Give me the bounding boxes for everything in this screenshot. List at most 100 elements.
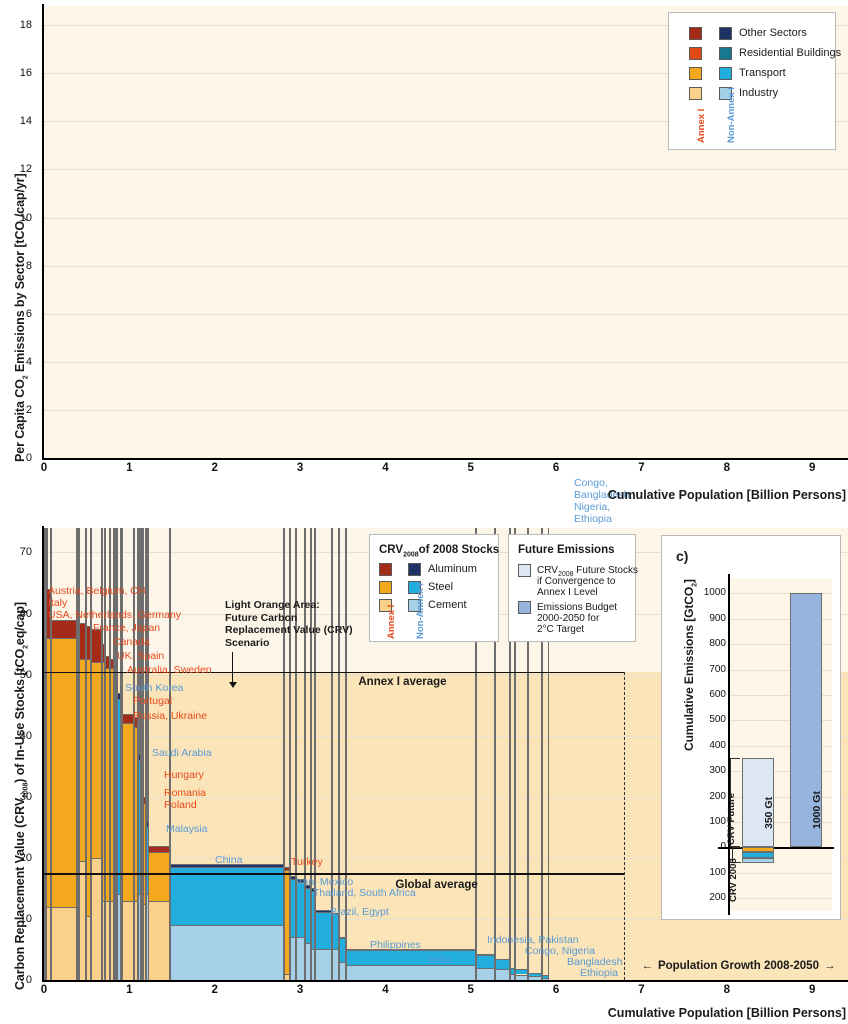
panel-b-segment-aluminum xyxy=(143,796,145,803)
panel-b-segment-aluminum xyxy=(284,867,290,871)
panel-b-segment-steel xyxy=(347,950,475,965)
panel-c-gridline xyxy=(730,669,832,671)
panel-b-annotation-line: Future Carbon xyxy=(225,611,298,624)
panel-a-legend-item-label: Industry xyxy=(739,87,779,99)
panel-b-segment-aluminum xyxy=(171,863,283,867)
panel-a-legend-swatch-annex1 xyxy=(689,67,702,80)
panel-b-xlabel: Cumulative Population [Billion Persons] xyxy=(607,1006,846,1020)
panel-b-segment-cement xyxy=(312,949,315,980)
panel-b-bar xyxy=(311,528,316,980)
panel-b-segment-aluminum xyxy=(510,967,515,969)
panel-a-gridline xyxy=(44,265,848,267)
panel-a-gridline xyxy=(44,25,848,27)
panel-b-segment-cement xyxy=(297,937,305,980)
panel-c-ytick: 400 xyxy=(709,739,726,751)
panel-c-ytick: 100 xyxy=(709,866,726,878)
panel-b-bar xyxy=(85,528,92,980)
panel-a-legend-item-label: Transport xyxy=(739,67,786,79)
panel-c-ylabel-post: ] xyxy=(682,579,696,584)
panel-b-xtick: 1 xyxy=(126,984,133,996)
panel-c-ytick-zero: 0 xyxy=(684,842,726,852)
panel-b-bar xyxy=(102,528,105,980)
panel-a-xtick: 0 xyxy=(40,462,48,474)
panel-b-future-legend-swatch xyxy=(518,601,531,614)
arrow-left-icon: ← xyxy=(641,959,653,972)
panel-b-country-label: Canada xyxy=(113,636,150,648)
panel-b-segment-aluminum xyxy=(92,628,102,663)
panel-b-bar xyxy=(78,528,86,980)
panel-b-future-legend-line: 2°C Target xyxy=(537,624,585,635)
panel-b-segment-cement xyxy=(105,900,110,980)
panel-b-segment-cement xyxy=(117,894,120,980)
panel-a-xtick: 8 xyxy=(723,462,730,474)
panel-b-segment-steel xyxy=(496,959,509,969)
panel-b-ytick: 10 xyxy=(19,912,32,925)
panel-b-country-label: Italy xyxy=(48,597,68,609)
panel-b-segment-aluminum xyxy=(103,644,104,663)
panel-a-legend-swatch-nonannex1 xyxy=(719,47,732,60)
panel-c-crv2008-segment xyxy=(742,847,774,852)
panel-b-bar xyxy=(110,528,115,980)
panel-b-gridline xyxy=(44,735,848,737)
panel-c-ytick: 500 xyxy=(709,714,726,726)
panel-b-bar xyxy=(515,528,529,980)
panel-b-segment-steel xyxy=(122,723,133,901)
panel-b-population-2008-dashed-line xyxy=(624,671,626,980)
panel-a-ytick: 0 xyxy=(25,452,32,464)
panel-b-segment-steel xyxy=(332,914,338,950)
panel-b-country-label: Romania xyxy=(164,787,207,799)
panel-b-global-average-label: Global average xyxy=(395,879,478,892)
panel-a-gridline xyxy=(44,121,848,123)
panel-b-bar xyxy=(290,528,297,980)
panel-b-segment-steel xyxy=(47,637,51,907)
panel-c-crv2008-label: CRV 2008 xyxy=(728,858,739,903)
panel-a-country-label: Congo, xyxy=(574,477,608,489)
panel-b-future-legend-line: Emissions Budget xyxy=(537,602,618,613)
panel-a-xtick: 6 xyxy=(552,462,560,474)
panel-b-segment-aluminum xyxy=(516,969,528,970)
panel-b-segment-aluminum xyxy=(332,912,338,915)
panel-b-bar xyxy=(338,528,347,980)
panel-c-ytick: 200 xyxy=(709,892,726,904)
panel-b-ytick: 70 xyxy=(19,546,32,559)
panel-b-annotation-line: Light Orange Area: xyxy=(225,599,320,611)
panel-b-gridline xyxy=(44,796,848,798)
panel-b-light-orange-annotation: Light Orange Area: Future Carbon Replaceme… xyxy=(225,599,353,649)
population-growth-label: Population Growth 2008-2050 xyxy=(657,959,819,972)
panel-b-country-label: UK, Spain xyxy=(117,650,165,662)
panel-b-segment-cement xyxy=(496,969,509,980)
panel-b-segment-aluminum xyxy=(347,949,475,951)
panel-c-gridline xyxy=(730,745,832,747)
panel-b-segment-steel xyxy=(149,851,170,901)
panel-b-future-legend-swatch xyxy=(518,564,531,577)
panel-b-annex1-average-line xyxy=(44,671,625,674)
panel-b-segment-cement xyxy=(86,915,91,980)
panel-b-gridline xyxy=(44,674,848,676)
panel-b-segment-steel xyxy=(143,802,145,904)
panel-b-segment-aluminum xyxy=(111,659,114,669)
panel-b-stocks-legend: CRV2008of 2008 Stocks Aluminum Steel Cement… xyxy=(369,534,499,642)
panel-b-bar xyxy=(541,528,549,980)
panel-b-country-label: Iran, Mexico xyxy=(296,876,354,888)
panel-b-bar xyxy=(133,528,138,980)
panel-a-xtick: 9 xyxy=(808,462,816,474)
panel-b-segment-steel xyxy=(103,662,104,901)
panel-b-country-label: Austria, Belgium, CH xyxy=(48,585,146,597)
panel-a-gridline xyxy=(44,409,848,411)
panel-b-ytick: 20 xyxy=(19,851,32,864)
panel-b-ytick: 40 xyxy=(19,729,32,742)
panel-a-ytick: 8 xyxy=(25,259,32,272)
panel-b-segment-cement xyxy=(111,900,114,980)
panel-a-legend-swatch-nonannex1 xyxy=(719,87,732,100)
panel-b-segment-cement xyxy=(510,973,515,980)
panel-b-bar xyxy=(145,528,149,980)
panel-b-global-average-line xyxy=(44,873,625,875)
panel-c-ytick: 200 xyxy=(709,790,726,802)
panel-b-bar xyxy=(140,528,143,980)
panel-b-segment-cement xyxy=(52,906,77,980)
panel-b-ytick: 60 xyxy=(19,607,32,620)
panel-c-ytick: 1000 xyxy=(703,587,726,599)
panel-c-gridline xyxy=(730,694,832,696)
panel-b-future-legend-line: CRV2008 Future Stocks xyxy=(537,565,638,578)
panel-c-gridline xyxy=(730,872,832,874)
